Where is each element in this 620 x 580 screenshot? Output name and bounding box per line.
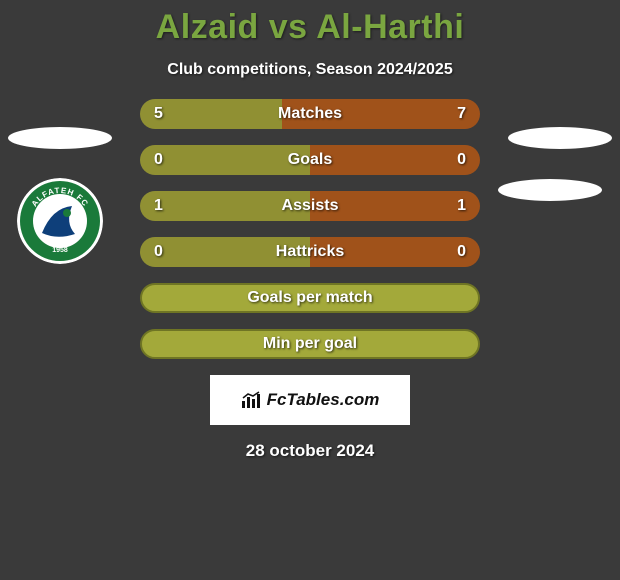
stat-label: Goals per match [247,289,372,307]
stat-right-value: 1 [457,197,466,215]
chart-icon [241,391,263,409]
ellipse-right-2 [498,179,602,201]
stat-label: Matches [278,105,342,123]
stat-label: Min per goal [263,335,357,353]
content-area: ALFATEH FC 1958 5 Matches 7 0 Goals 0 1 Assists… [0,99,620,461]
subtitle: Club competitions, Season 2024/2025 [0,61,620,79]
footer-date: 28 october 2024 [0,441,620,461]
stat-row-empty: Goals per match [140,283,480,313]
watermark: FcTables.com [210,375,410,425]
stat-label: Assists [282,197,339,215]
stat-right-value: 7 [457,105,466,123]
stat-row: 0 Goals 0 [140,145,480,175]
stat-left-value: 5 [154,105,163,123]
stat-row-empty: Min per goal [140,329,480,359]
stat-right-value: 0 [457,151,466,169]
alfateh-badge-icon: ALFATEH FC 1958 [17,178,103,264]
stat-left-value: 0 [154,151,163,169]
stats-container: 5 Matches 7 0 Goals 0 1 Assists 1 0 Hattricks 0 Goal… [140,99,480,359]
watermark-text: FcTables.com [267,390,380,410]
stat-row: 0 Hattricks 0 [140,237,480,267]
stat-right-value: 0 [457,243,466,261]
stat-row: 1 Assists 1 [140,191,480,221]
stat-row: 5 Matches 7 [140,99,480,129]
ellipse-left [8,127,112,149]
stat-label: Hattricks [276,243,344,261]
ellipse-right-1 [508,127,612,149]
stat-left-value: 0 [154,243,163,261]
club-logo: ALFATEH FC 1958 [17,178,103,264]
stat-left-value: 1 [154,197,163,215]
svg-text:1958: 1958 [52,247,68,254]
page-title: Alzaid vs Al-Harthi [0,0,620,47]
stat-label: Goals [288,151,332,169]
